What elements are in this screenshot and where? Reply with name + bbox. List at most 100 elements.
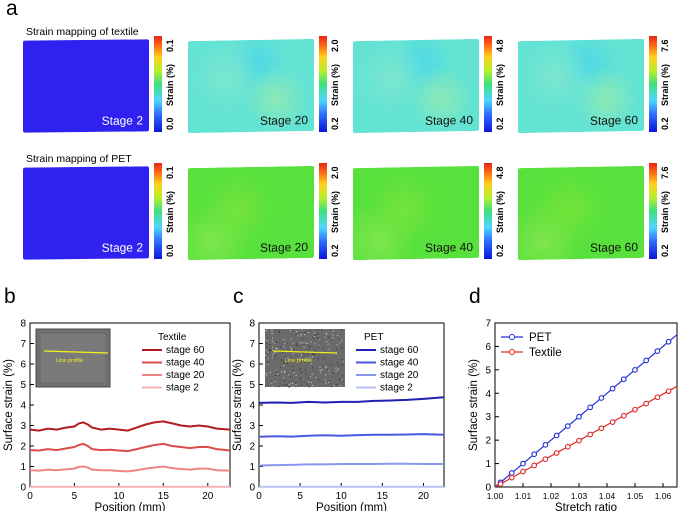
speckle-dot <box>332 334 334 336</box>
speckle-dot <box>335 367 337 369</box>
speckle-dot <box>340 346 342 348</box>
speckle-dot <box>274 354 276 356</box>
speckle-dot <box>335 370 337 372</box>
inset-label: Line profile <box>285 358 312 364</box>
legend-entry: stage 20 <box>166 370 205 381</box>
speckle-dot <box>319 370 321 372</box>
legend-entry: stage 40 <box>166 358 205 369</box>
speckle-dot <box>292 369 294 371</box>
speckle-dot <box>319 371 321 373</box>
colorbar <box>154 163 162 259</box>
speckle-dot <box>265 372 267 374</box>
speckle-dot <box>330 364 332 366</box>
legend-entry: PET <box>529 332 551 344</box>
speckle-dot <box>274 351 276 353</box>
panel-letter: d <box>469 285 481 308</box>
x-tick-label: 15 <box>158 491 170 502</box>
speckle-dot <box>273 352 275 354</box>
data-point <box>587 404 594 411</box>
speckle-dot <box>271 382 273 384</box>
speckle-dot <box>274 343 276 345</box>
speckle-dot <box>300 377 302 379</box>
data-point <box>564 423 571 429</box>
speckle-dot <box>271 332 273 334</box>
speckle-dot <box>271 338 273 340</box>
y-tick-label: 7 <box>485 319 491 330</box>
data-point <box>531 462 538 469</box>
data-point <box>520 460 526 467</box>
speckle-dot <box>271 337 273 339</box>
data-point <box>531 451 538 458</box>
panel-a-letter: a <box>6 0 18 20</box>
speckle-dot <box>302 386 304 388</box>
speckle-dot <box>300 333 302 335</box>
legend-entry: stage 2 <box>166 383 199 394</box>
speckle-dot <box>297 341 299 343</box>
speckle-dot <box>278 329 280 331</box>
speckle-dot <box>278 375 280 377</box>
speckle-dot <box>273 355 275 357</box>
x-tick-label: 5 <box>297 491 303 502</box>
speckle-dot <box>336 348 338 350</box>
speckle-dot <box>341 339 343 341</box>
speckle-dot <box>290 349 292 351</box>
speckle-dot <box>284 343 286 345</box>
x-tick-label: 1.02 <box>543 491 560 501</box>
speckle-dot <box>271 380 273 382</box>
speckle-dot <box>283 365 285 367</box>
speckle-dot <box>301 379 303 381</box>
speckle-dot <box>312 337 314 339</box>
speckle-dot <box>275 329 277 331</box>
y-tick-label: 0 <box>485 483 491 494</box>
speckle-dot <box>284 380 286 382</box>
y-tick-label: 7 <box>20 339 26 350</box>
legend-title: PET <box>364 332 383 343</box>
speckle-dot <box>312 352 314 354</box>
speckle-dot <box>307 377 309 379</box>
speckle-dot <box>325 341 327 343</box>
speckle-dot <box>283 371 285 373</box>
speckle-dot <box>325 382 327 384</box>
speckle-dot <box>318 346 320 348</box>
speckle-dot <box>304 359 306 361</box>
speckle-dot <box>291 330 293 332</box>
y-tick-label: 4 <box>249 401 255 412</box>
data-point <box>497 481 504 487</box>
speckle-dot <box>302 343 304 345</box>
speckle-dot <box>304 334 306 336</box>
plot-frame <box>494 322 678 488</box>
colorbar <box>484 36 492 132</box>
y-axis-label: Surface strain (%) <box>232 359 244 451</box>
speckle-dot <box>272 386 274 388</box>
speckle-dot <box>296 345 298 347</box>
legend-entry: stage 60 <box>166 345 205 356</box>
speckle-dot <box>332 337 334 339</box>
data-point <box>553 432 560 439</box>
speckle-dot <box>301 371 303 373</box>
speckle-dot <box>301 329 303 331</box>
y-tick-label: 5 <box>485 365 491 376</box>
speckle-dot <box>272 357 274 359</box>
speckle-dot <box>281 371 283 373</box>
data-point <box>542 456 549 462</box>
speckle-dot <box>336 361 338 363</box>
speckle-dot <box>340 329 342 331</box>
speckle-dot <box>299 369 301 371</box>
speckle-dot <box>342 375 344 377</box>
speckle-dot <box>341 358 343 360</box>
speckle-dot <box>303 346 305 348</box>
speckle-dot <box>309 330 311 332</box>
speckle-dot <box>284 359 286 361</box>
y-axis-label: Surface strain (%) <box>3 359 15 451</box>
speckle-dot <box>311 367 313 369</box>
speckle-dot <box>324 366 326 368</box>
speckle-dot <box>266 343 268 345</box>
speckle-dot <box>275 370 277 372</box>
speckle-dot <box>282 351 284 353</box>
x-tick-label: 15 <box>377 491 389 502</box>
panel-letter: b <box>4 285 16 308</box>
speckle-dot <box>340 385 342 387</box>
speckle-dot <box>315 377 317 379</box>
speckle-dot <box>306 342 308 344</box>
speckle-dot <box>319 366 321 368</box>
